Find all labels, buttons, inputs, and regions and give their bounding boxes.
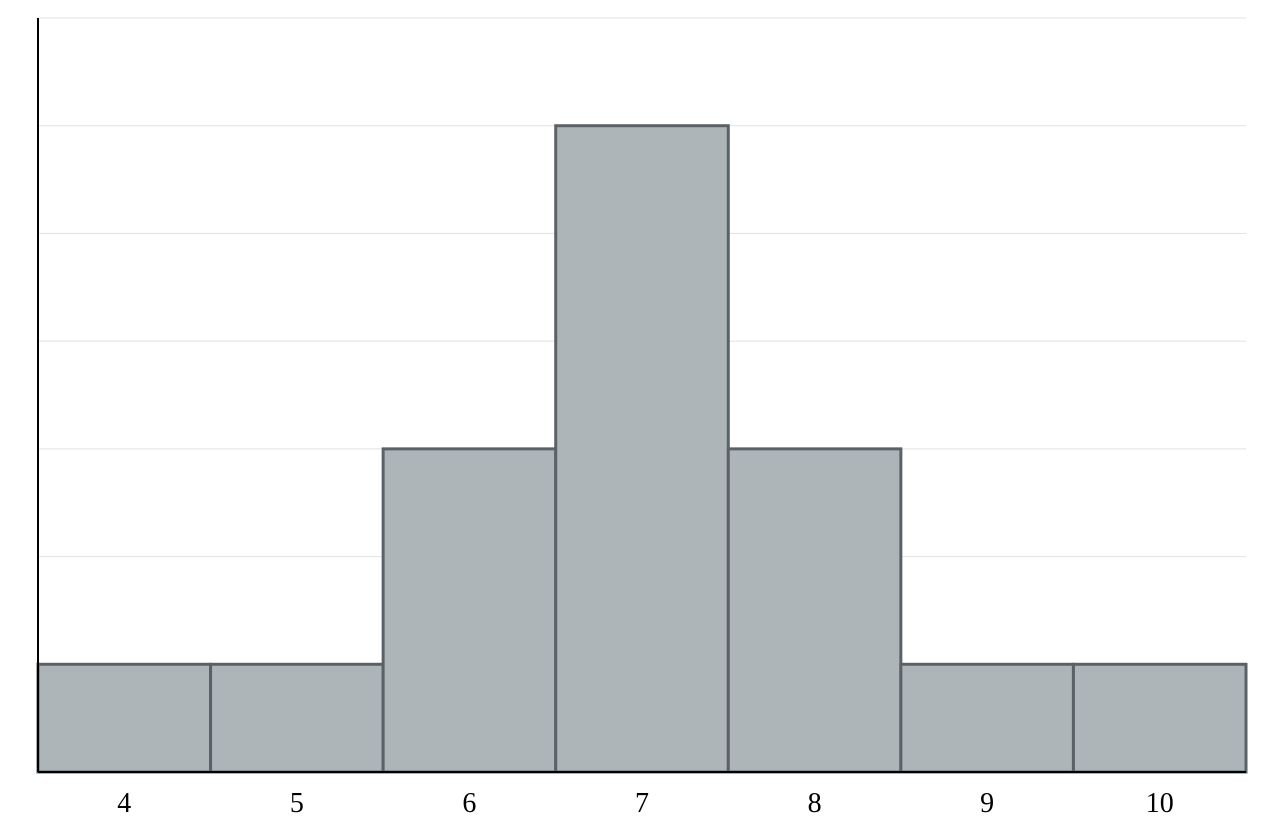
x-tick-label: 6 xyxy=(462,788,476,819)
x-tick-label: 4 xyxy=(117,788,131,819)
x-tick-label: 8 xyxy=(808,788,822,819)
histogram-bar xyxy=(383,449,556,772)
x-tick-label: 5 xyxy=(290,788,304,819)
histogram-bar xyxy=(38,664,211,772)
histogram-chart: 4 5 6 7 8 9 10 xyxy=(0,0,1272,838)
histogram-bar xyxy=(1073,664,1246,772)
chart-svg: 4 5 6 7 8 9 10 xyxy=(0,0,1272,838)
x-tick-label: 9 xyxy=(980,788,994,819)
histogram-bar xyxy=(728,449,901,772)
histogram-bar xyxy=(211,664,384,772)
x-tick-label: 10 xyxy=(1146,788,1174,819)
x-tick-label: 7 xyxy=(635,788,649,819)
histogram-bar xyxy=(901,664,1074,772)
histogram-bar xyxy=(556,126,729,772)
